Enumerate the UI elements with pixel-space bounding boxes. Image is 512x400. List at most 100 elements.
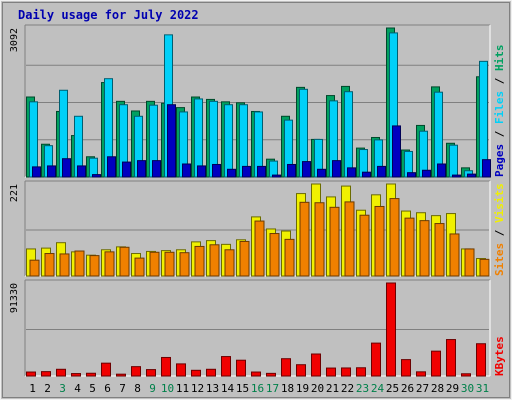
bar-fill <box>344 91 353 178</box>
bar-fill <box>134 257 145 277</box>
bar-fill <box>89 255 100 277</box>
bar-kbytes-day-18 <box>281 358 291 377</box>
bar-kbytes-day-7 <box>116 373 126 377</box>
legend-separator: / <box>493 223 506 243</box>
bar-fill <box>224 104 233 178</box>
x-tick-label: 3 <box>59 382 66 395</box>
bar-sites-day-2 <box>44 253 55 277</box>
bar-fill <box>74 250 85 277</box>
x-tick-label: 9 <box>149 382 156 395</box>
bar-fill <box>422 169 431 178</box>
bar-fill <box>227 168 236 178</box>
bar-sites-day-8 <box>134 257 145 277</box>
legend-entry-visits: Visits <box>493 183 506 223</box>
bar-pages-day-9 <box>152 160 161 178</box>
bar-sites-day-6 <box>104 251 115 277</box>
bar-fill <box>392 125 401 178</box>
bar-fill <box>389 198 400 277</box>
bar-fill <box>254 220 265 277</box>
bar-pages-day-23 <box>362 171 371 178</box>
bar-sites-day-30 <box>464 248 475 277</box>
bar-kbytes-day-9 <box>146 369 156 377</box>
x-tick-label: 17 <box>266 382 279 395</box>
bar-fill <box>482 159 491 178</box>
bar-fill <box>122 161 131 178</box>
bar-kbytes-day-28 <box>431 350 441 377</box>
bar-fill <box>479 258 490 277</box>
bar-fill <box>71 373 81 377</box>
bar-fill <box>317 168 326 178</box>
bar-pages-day-8 <box>137 160 146 178</box>
panel-visits_sites: 221 Sites / Visits <box>9 180 506 277</box>
bar-kbytes-day-19 <box>296 364 306 377</box>
x-tick-label: 4 <box>74 382 81 395</box>
bar-pages-day-18 <box>287 163 296 178</box>
bar-kbytes-day-13 <box>206 368 216 377</box>
bar-kbytes-day-15 <box>236 359 246 377</box>
bar-fill <box>329 206 340 277</box>
bar-fill <box>104 251 115 277</box>
bar-fill <box>197 165 206 178</box>
bar-fill <box>149 251 160 277</box>
bar-fill <box>152 160 161 178</box>
bar-fill <box>137 160 146 178</box>
x-tick-label: 7 <box>119 382 126 395</box>
bar-pages-day-6 <box>107 156 116 178</box>
bar-fill <box>209 244 220 277</box>
legend-entry-kbytes: KBytes <box>493 336 506 376</box>
bar-pages-day-30 <box>467 173 476 178</box>
bar-sites-day-4 <box>74 250 85 277</box>
bar-sites-day-19 <box>299 201 310 277</box>
bar-fill <box>86 372 96 377</box>
bar-pages-day-5 <box>92 174 101 178</box>
bar-kbytes-day-2 <box>41 371 51 377</box>
bar-sites-day-18 <box>284 238 295 277</box>
bar-fill <box>461 373 471 377</box>
bar-sites-day-15 <box>239 240 250 277</box>
legend-entry-sites: Sites <box>493 243 506 276</box>
bar-fill <box>464 248 475 277</box>
bar-fill <box>299 201 310 277</box>
bar-pages-day-19 <box>302 161 311 178</box>
bar-sites-day-29 <box>449 233 460 277</box>
bar-fill <box>146 369 156 377</box>
bar-fill <box>221 356 231 377</box>
bar-sites-day-17 <box>269 233 280 277</box>
bar-files-day-1 <box>29 101 38 178</box>
x-tick-label: 22 <box>341 382 354 395</box>
bar-pages-day-14 <box>227 168 236 178</box>
bar-fill <box>194 245 205 277</box>
bar-fill <box>47 165 56 178</box>
bar-fill <box>56 368 66 377</box>
bar-fill <box>359 214 370 277</box>
bar-fill <box>161 356 171 377</box>
bar-fill <box>182 163 191 178</box>
bar-pages-day-25 <box>392 125 401 178</box>
bar-fill <box>29 101 38 178</box>
x-tick-label: 12 <box>191 382 204 395</box>
legend-entry-files: Files <box>493 91 506 124</box>
bar-fill <box>251 371 261 377</box>
bar-fill <box>32 166 41 178</box>
x-tick-label: 18 <box>281 382 294 395</box>
bar-sites-day-31 <box>479 258 490 277</box>
bar-kbytes-day-11 <box>176 363 186 377</box>
bar-sites-day-5 <box>89 255 100 277</box>
bar-pages-day-26 <box>407 172 416 178</box>
x-tick-label: 2 <box>44 382 51 395</box>
bar-pages-day-12 <box>197 165 206 178</box>
bar-kbytes-day-14 <box>221 356 231 377</box>
x-tick-label: 15 <box>236 382 249 395</box>
bar-fill <box>26 371 36 377</box>
bar-sites-day-20 <box>314 202 325 277</box>
x-tick-label: 30 <box>461 382 474 395</box>
x-tick-label: 20 <box>311 382 324 395</box>
bar-files-day-14 <box>224 104 233 178</box>
bar-fill <box>191 369 201 377</box>
bar-sites-day-26 <box>404 217 415 277</box>
bar-fill <box>386 282 396 377</box>
bar-sites-day-21 <box>329 206 340 277</box>
bar-kbytes-day-27 <box>416 371 426 377</box>
panel-kbytes: 91330 KBytes <box>9 279 506 377</box>
x-tick-label: 24 <box>371 382 385 395</box>
